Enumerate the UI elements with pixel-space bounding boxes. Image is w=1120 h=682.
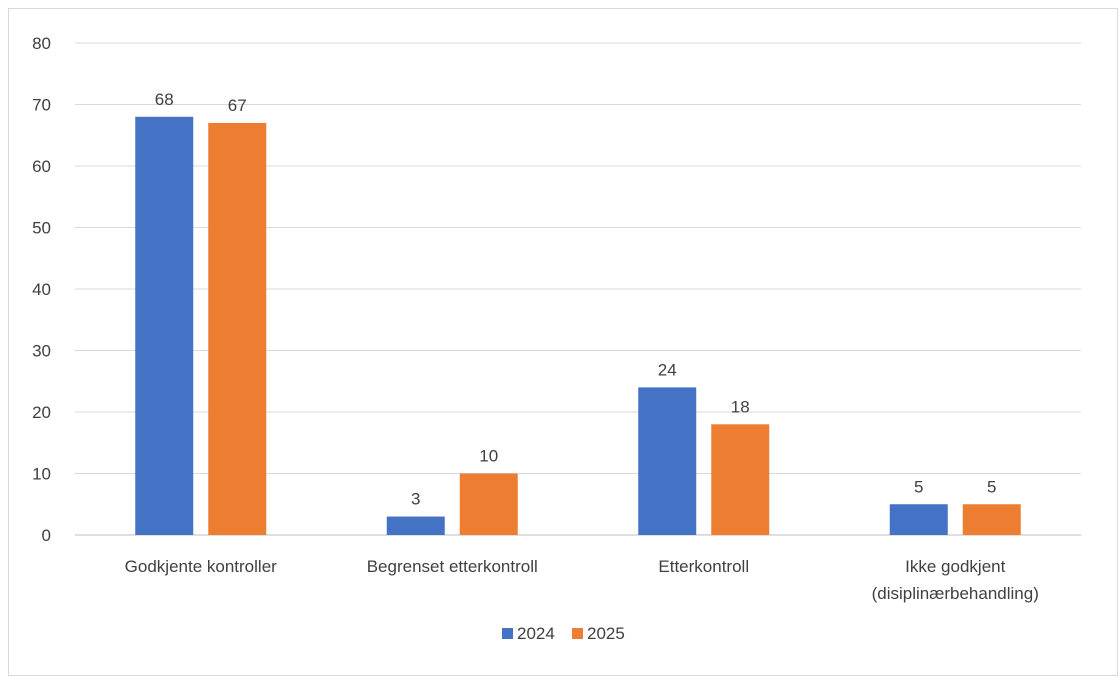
data-label: 24 bbox=[658, 360, 677, 379]
y-tick-label: 40 bbox=[32, 280, 51, 299]
legend-swatch bbox=[502, 628, 513, 639]
data-label: 5 bbox=[987, 477, 996, 496]
bar bbox=[711, 424, 770, 535]
data-label: 10 bbox=[479, 447, 498, 466]
y-tick-label: 60 bbox=[32, 157, 51, 176]
legend-swatch bbox=[572, 628, 583, 639]
x-tick-label: (disiplinærbehandling) bbox=[872, 584, 1039, 603]
legend-label: 2024 bbox=[517, 624, 555, 643]
legend-label: 2025 bbox=[587, 624, 625, 643]
bar bbox=[459, 473, 518, 535]
x-tick-label: Godkjente kontroller bbox=[125, 557, 277, 576]
data-labels: 68 67 3 10 24 18 5 5 bbox=[155, 90, 997, 509]
bar bbox=[135, 116, 194, 536]
data-label: 68 bbox=[155, 90, 174, 109]
bar bbox=[386, 516, 445, 535]
x-tick-label: Etterkontroll bbox=[658, 557, 749, 576]
x-axis: Godkjente kontroller Begrenset etterkontr… bbox=[125, 557, 1039, 603]
bars bbox=[135, 116, 1021, 536]
legend: 2024 2025 bbox=[502, 624, 625, 643]
bar bbox=[638, 387, 697, 535]
y-tick-label: 80 bbox=[32, 34, 51, 53]
y-axis: 0 10 20 30 40 50 60 70 80 bbox=[32, 34, 51, 545]
x-tick-label: Begrenset etterkontroll bbox=[367, 557, 538, 576]
y-tick-label: 70 bbox=[32, 96, 51, 115]
data-label: 3 bbox=[411, 490, 420, 509]
y-tick-label: 50 bbox=[32, 219, 51, 238]
bar bbox=[889, 504, 948, 535]
data-label: 5 bbox=[914, 477, 923, 496]
y-tick-label: 20 bbox=[32, 403, 51, 422]
bar-chart: 0 10 20 30 40 50 60 70 80 68 67 3 10 24 18 5 5 Godkjent… bbox=[32, 34, 1081, 643]
data-label: 18 bbox=[731, 397, 750, 416]
bar bbox=[208, 122, 267, 535]
bar bbox=[962, 504, 1021, 535]
y-tick-label: 10 bbox=[32, 465, 51, 484]
y-tick-label: 0 bbox=[42, 526, 51, 545]
x-tick-label: Ikke godkjent bbox=[905, 557, 1005, 576]
chart-frame: 0 10 20 30 40 50 60 70 80 68 67 3 10 24 18 5 5 Godkjent… bbox=[8, 8, 1118, 676]
y-tick-label: 30 bbox=[32, 342, 51, 361]
data-label: 67 bbox=[228, 96, 247, 115]
